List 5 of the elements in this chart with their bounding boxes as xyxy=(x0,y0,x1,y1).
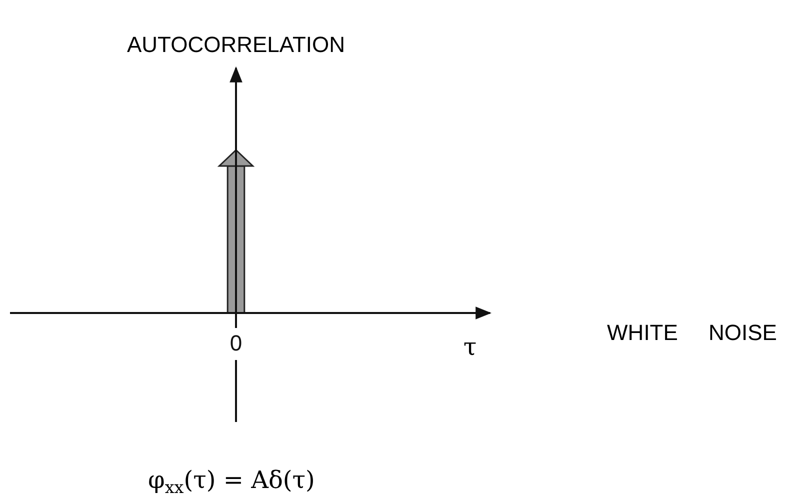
x-tick-label: 0 xyxy=(230,330,242,356)
text: WHITE NOISE xyxy=(607,320,777,345)
text: τ xyxy=(463,333,477,361)
text: φ$_{xx}$(τ) = Aδ(τ) xyxy=(148,466,315,498)
text: AUTOCORRELATION xyxy=(127,32,345,57)
